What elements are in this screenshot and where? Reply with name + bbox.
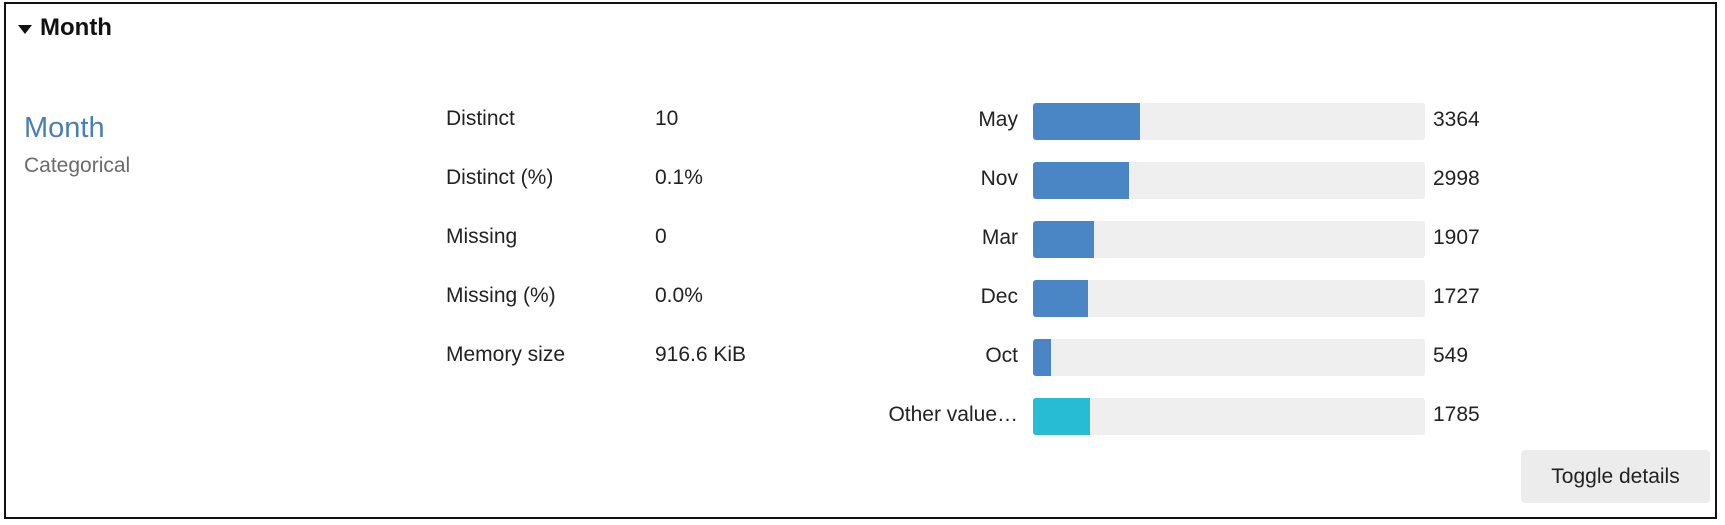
bar-count-label: 3364 <box>1433 108 1480 131</box>
stat-value: 0.1% <box>655 166 703 189</box>
bar-track <box>1033 221 1425 258</box>
bar-count-label: 1785 <box>1433 403 1480 426</box>
bar-count-label: 1727 <box>1433 285 1480 308</box>
stat-value: 10 <box>655 107 679 130</box>
stat-value: 0 <box>655 225 667 248</box>
stat-label: Missing (%) <box>446 284 556 307</box>
bar-track <box>1033 162 1425 199</box>
bar-category-label: Dec <box>980 285 1018 308</box>
bar-track <box>1033 280 1425 317</box>
bar-category-label: Nov <box>980 167 1018 190</box>
stat-value: 0.0% <box>655 284 703 307</box>
stat-label: Memory size <box>446 343 566 366</box>
toggle-details-button[interactable]: Toggle details <box>1521 450 1710 503</box>
bar-category-label: Mar <box>981 226 1018 249</box>
caret-down-icon[interactable] <box>18 24 32 34</box>
bar-fill <box>1033 103 1141 140</box>
variable-panel: Month Month Categorical Distinct 10 Dist… <box>4 2 1717 519</box>
stat-value: 916.6 KiB <box>655 343 747 366</box>
bar-fill <box>1033 280 1089 317</box>
bar-fill <box>1033 221 1094 258</box>
variable-type: Categorical <box>24 154 131 177</box>
bar-fill <box>1033 339 1051 376</box>
bar-category-label: Oct <box>985 344 1018 367</box>
bar-count-label: 2998 <box>1433 167 1480 190</box>
bar-count-label: 1907 <box>1433 226 1480 249</box>
bar-count-label: 549 <box>1433 344 1469 367</box>
bar-fill-other <box>1033 398 1090 435</box>
bar-fill <box>1033 162 1129 199</box>
bar-track <box>1033 339 1425 376</box>
bar-category-label: May <box>978 108 1018 131</box>
section-title: Month <box>40 14 112 41</box>
bar-track <box>1033 103 1425 140</box>
stat-label: Distinct <box>446 107 515 130</box>
variable-name: Month <box>24 112 105 144</box>
stat-label: Distinct (%) <box>446 166 554 189</box>
stat-label: Missing <box>446 225 518 248</box>
section-header[interactable]: Month <box>18 14 112 42</box>
bar-track <box>1033 398 1425 435</box>
bar-category-label: Other value… <box>888 403 1018 426</box>
